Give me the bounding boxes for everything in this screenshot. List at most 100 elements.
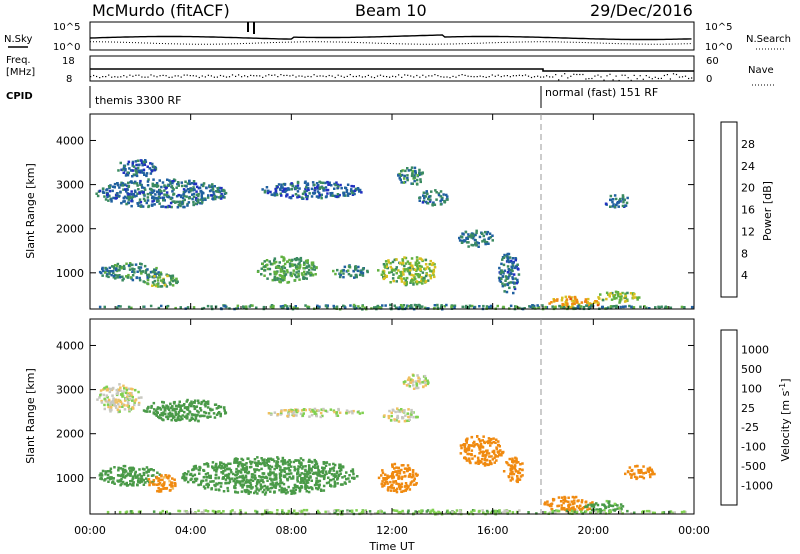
range-cell: [557, 509, 561, 513]
range-cell: [414, 170, 417, 173]
nave-point: [204, 76, 206, 78]
range-cell: [393, 462, 397, 466]
range-cell: [483, 464, 487, 467]
range-cell: [326, 192, 329, 195]
range-cell: [183, 479, 186, 482]
range-cell: [506, 511, 509, 514]
range-cell: [391, 465, 394, 469]
nave-point: [524, 74, 527, 76]
range-cell: [475, 229, 478, 233]
range-cell: [325, 189, 328, 192]
range-cell: [126, 276, 130, 279]
range-cell: [170, 185, 174, 188]
range-cell: [198, 186, 202, 189]
range-cell: [274, 187, 277, 191]
range-cell: [283, 487, 287, 491]
range-cell: [353, 306, 356, 310]
nave-point: [138, 74, 140, 76]
range-cell: [408, 376, 411, 379]
range-cell: [392, 476, 395, 479]
range-cell: [474, 461, 478, 465]
range-cell: [269, 190, 272, 194]
range-cell: [310, 467, 313, 470]
range-cell: [149, 270, 153, 274]
range-cell: [251, 479, 255, 482]
range-cell: [118, 405, 121, 409]
range-cell: [512, 466, 515, 469]
range-cell: [130, 181, 134, 184]
nave-point: [543, 76, 545, 78]
range-cell: [483, 454, 487, 457]
range-cell: [112, 276, 116, 279]
range-cell: [305, 481, 308, 485]
range-cell: [202, 511, 205, 515]
range-cell: [342, 193, 346, 197]
range-cell: [628, 304, 631, 308]
range-cell: [118, 194, 121, 198]
range-cell: [636, 296, 639, 299]
range-cell: [156, 285, 160, 288]
range-cell: [278, 280, 281, 283]
range-cell: [112, 196, 115, 200]
nsky-top-tick: 10^5: [53, 22, 80, 33]
range-cell: [130, 479, 133, 483]
nave-point: [343, 76, 345, 78]
range-cell: [615, 296, 618, 300]
x-tick-label: 04:00: [175, 524, 207, 537]
range-cell: [446, 198, 449, 201]
range-cell: [267, 412, 271, 415]
range-cell: [364, 509, 367, 512]
range-cell: [213, 468, 216, 472]
range-cell: [307, 268, 311, 272]
range-cell: [168, 474, 171, 478]
range-cell: [560, 506, 563, 510]
range-cell: [116, 276, 119, 279]
range-cell: [149, 191, 152, 195]
range-cell: [428, 195, 431, 198]
range-cell: [125, 388, 129, 392]
range-cell: [163, 199, 166, 202]
range-cell: [167, 415, 170, 418]
nave-point: [491, 74, 493, 76]
range-cell: [624, 472, 627, 476]
range-cell: [361, 271, 365, 275]
range-cell: [487, 237, 490, 240]
range-cell: [174, 410, 177, 414]
range-cell: [147, 273, 151, 276]
range-cell: [96, 398, 99, 401]
range-cell: [343, 481, 347, 484]
range-cell: [345, 412, 348, 415]
range-cell: [435, 191, 438, 194]
range-cell: [531, 307, 534, 310]
nave-point: [364, 76, 366, 78]
range-cell: [122, 197, 126, 200]
range-cell: [588, 507, 591, 511]
range-cell: [410, 166, 414, 169]
nave-point: [379, 74, 382, 76]
range-cell: [283, 461, 287, 465]
range-cell: [111, 269, 115, 273]
range-cell: [421, 279, 425, 282]
range-cell: [127, 193, 130, 196]
nave-point: [355, 75, 357, 78]
range-cell: [404, 474, 407, 478]
range-cell: [646, 469, 650, 472]
range-cell: [481, 445, 484, 448]
range-cell: [570, 506, 574, 510]
range-cell: [308, 460, 311, 463]
range-cell: [322, 477, 326, 481]
range-cell: [405, 276, 409, 280]
range-cell: [119, 386, 122, 389]
range-cell: [95, 192, 98, 195]
range-cell: [138, 201, 141, 204]
range-cell: [170, 278, 173, 282]
range-cell: [359, 271, 363, 274]
range-cell: [507, 252, 511, 256]
range-cell: [517, 461, 520, 464]
range-cell: [218, 481, 221, 485]
range-cell: [313, 191, 317, 195]
range-cell: [269, 470, 272, 474]
range-cell: [282, 461, 285, 464]
range-cell: [593, 503, 596, 506]
range-cell: [249, 478, 253, 482]
